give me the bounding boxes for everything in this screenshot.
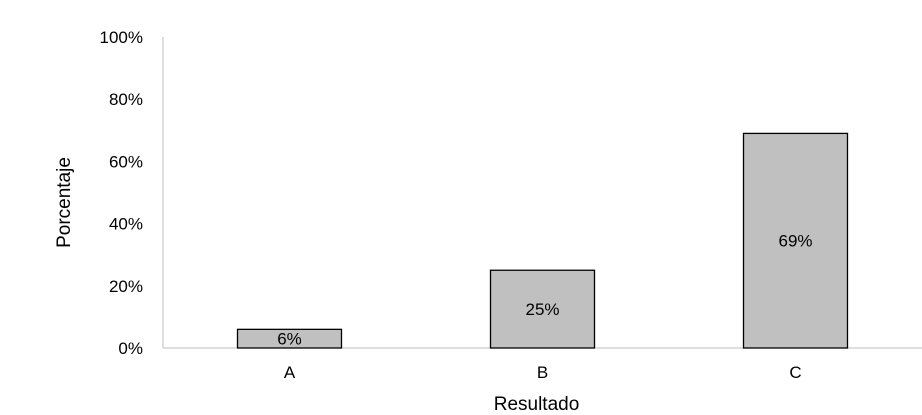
x-axis-title: Resultado — [494, 394, 580, 415]
y-axis-ticks: 0% 20% 40% 60% 80% 100% — [100, 28, 143, 358]
y-tick-label: 20% — [109, 277, 143, 296]
data-label-C: 69% — [778, 232, 812, 251]
y-tick-label: 80% — [109, 90, 143, 109]
bars-group: 6% 25% 69% — [236, 132, 849, 349]
x-tick-label: B — [537, 363, 548, 382]
y-tick-label: 0% — [118, 339, 143, 358]
x-tick-label: A — [284, 363, 296, 382]
bar-C — [742, 132, 849, 349]
y-tick-label: 100% — [100, 28, 143, 47]
bar-B — [489, 269, 596, 349]
bar-A — [236, 328, 343, 349]
data-label-B: 25% — [525, 300, 559, 319]
y-tick-label: 40% — [109, 215, 143, 234]
x-tick-label: C — [789, 363, 801, 382]
data-label-A: 6% — [277, 330, 302, 349]
y-tick-label: 60% — [109, 152, 143, 171]
x-axis-ticks: A B C — [284, 363, 802, 382]
y-axis-title: Porcentaje — [54, 157, 75, 248]
